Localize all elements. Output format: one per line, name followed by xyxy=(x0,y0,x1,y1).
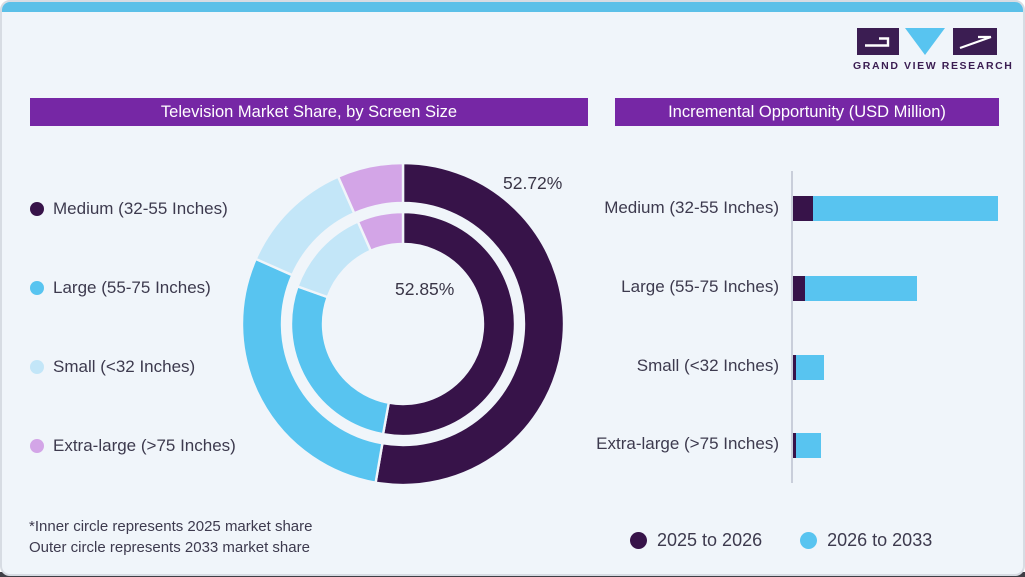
bar-seg-extra-large-2026-2033 xyxy=(796,433,821,458)
legend-label-2025-2026: 2025 to 2026 xyxy=(657,530,763,550)
legend-dot-2025-2026 xyxy=(630,532,647,549)
gvr-logo-marks xyxy=(853,28,1001,56)
logo-mark-r xyxy=(953,28,997,55)
gvr-logo: GRAND VIEW RESEARCH xyxy=(853,28,1014,72)
bar-seg-small-2026-2033 xyxy=(796,355,824,380)
logo-wordmark: GRAND VIEW RESEARCH xyxy=(853,60,1014,72)
donut-center-label: 52.85% xyxy=(395,279,455,299)
legend-dot-small xyxy=(30,360,44,374)
donut-chart xyxy=(236,157,570,491)
top-accent-bar xyxy=(2,2,1023,12)
bar-seg-small-2025-2026 xyxy=(793,355,796,380)
bar-seg-medium-2025-2026 xyxy=(793,196,813,221)
donut-outer-segment-0 xyxy=(374,161,566,487)
logo-mark-g xyxy=(857,28,899,55)
footnote-line-2: Outer circle represents 2033 market shar… xyxy=(29,539,310,556)
bar-label-extra-large: Extra-large (>75 Inches) xyxy=(596,434,779,453)
bar-row-large xyxy=(793,276,917,301)
legend-label-medium: Medium (32-55 Inches) xyxy=(53,199,228,218)
bar-label-medium: Medium (32-55 Inches) xyxy=(604,198,779,217)
logo-mark-v-icon xyxy=(905,28,945,55)
bar-chart-axis xyxy=(791,171,793,483)
bar-seg-large-2025-2026 xyxy=(793,276,805,301)
logo-mark-g-glyph xyxy=(865,37,890,47)
legend-label-small: Small (<32 Inches) xyxy=(53,357,196,376)
donut-inner-segment-3 xyxy=(356,210,405,253)
legend-label-extra-large: Extra-large (>75 Inches) xyxy=(53,436,236,455)
legend-dot-extra-large xyxy=(30,439,44,453)
legend-item-extra-large: Extra-large (>75 Inches) xyxy=(30,436,236,456)
bar-seg-extra-large-2025-2026 xyxy=(793,433,796,458)
footnote: *Inner circle represents 2025 market sha… xyxy=(29,516,312,558)
bar-row-small xyxy=(793,355,824,380)
legend-dot-large xyxy=(30,281,44,295)
legend-dot-2026-2033 xyxy=(800,532,818,549)
bar-chart-legend: 2025 to 2026 2026 to 2033 xyxy=(630,530,932,551)
bar-row-medium xyxy=(793,196,998,221)
left-panel-title: Television Market Share, by Screen Size xyxy=(30,98,588,126)
legend-item-2026-2033: 2026 to 2033 xyxy=(800,530,932,551)
bar-label-large: Large (55-75 Inches) xyxy=(621,277,779,296)
logo-mark-r-glyph xyxy=(959,35,992,50)
donut-outer-ring-label: 52.72% xyxy=(503,173,563,193)
donut-inner-segment-0 xyxy=(381,210,517,438)
donut-outer-segment-3 xyxy=(336,161,405,215)
bar-seg-large-2026-2033 xyxy=(805,276,917,301)
legend-dot-medium xyxy=(30,202,44,216)
legend-item-small: Small (<32 Inches) xyxy=(30,357,195,377)
bar-seg-medium-2026-2033 xyxy=(813,196,998,221)
bar-row-extra-large xyxy=(793,433,821,458)
legend-item-2025-2026: 2025 to 2026 xyxy=(630,530,762,551)
footnote-line-1: *Inner circle represents 2025 market sha… xyxy=(29,518,313,535)
legend-item-medium: Medium (32-55 Inches) xyxy=(30,199,228,219)
legend-item-large: Large (55-75 Inches) xyxy=(30,278,211,298)
bar-label-small: Small (<32 Inches) xyxy=(636,356,779,375)
donut-chart-svg xyxy=(240,161,566,487)
legend-label-2026-2033: 2026 to 2033 xyxy=(827,530,933,550)
gvr-logo-svg xyxy=(857,28,997,55)
legend-label-large: Large (55-75 Inches) xyxy=(53,278,211,297)
right-panel-title: Incremental Opportunity (USD Million) xyxy=(615,98,999,126)
